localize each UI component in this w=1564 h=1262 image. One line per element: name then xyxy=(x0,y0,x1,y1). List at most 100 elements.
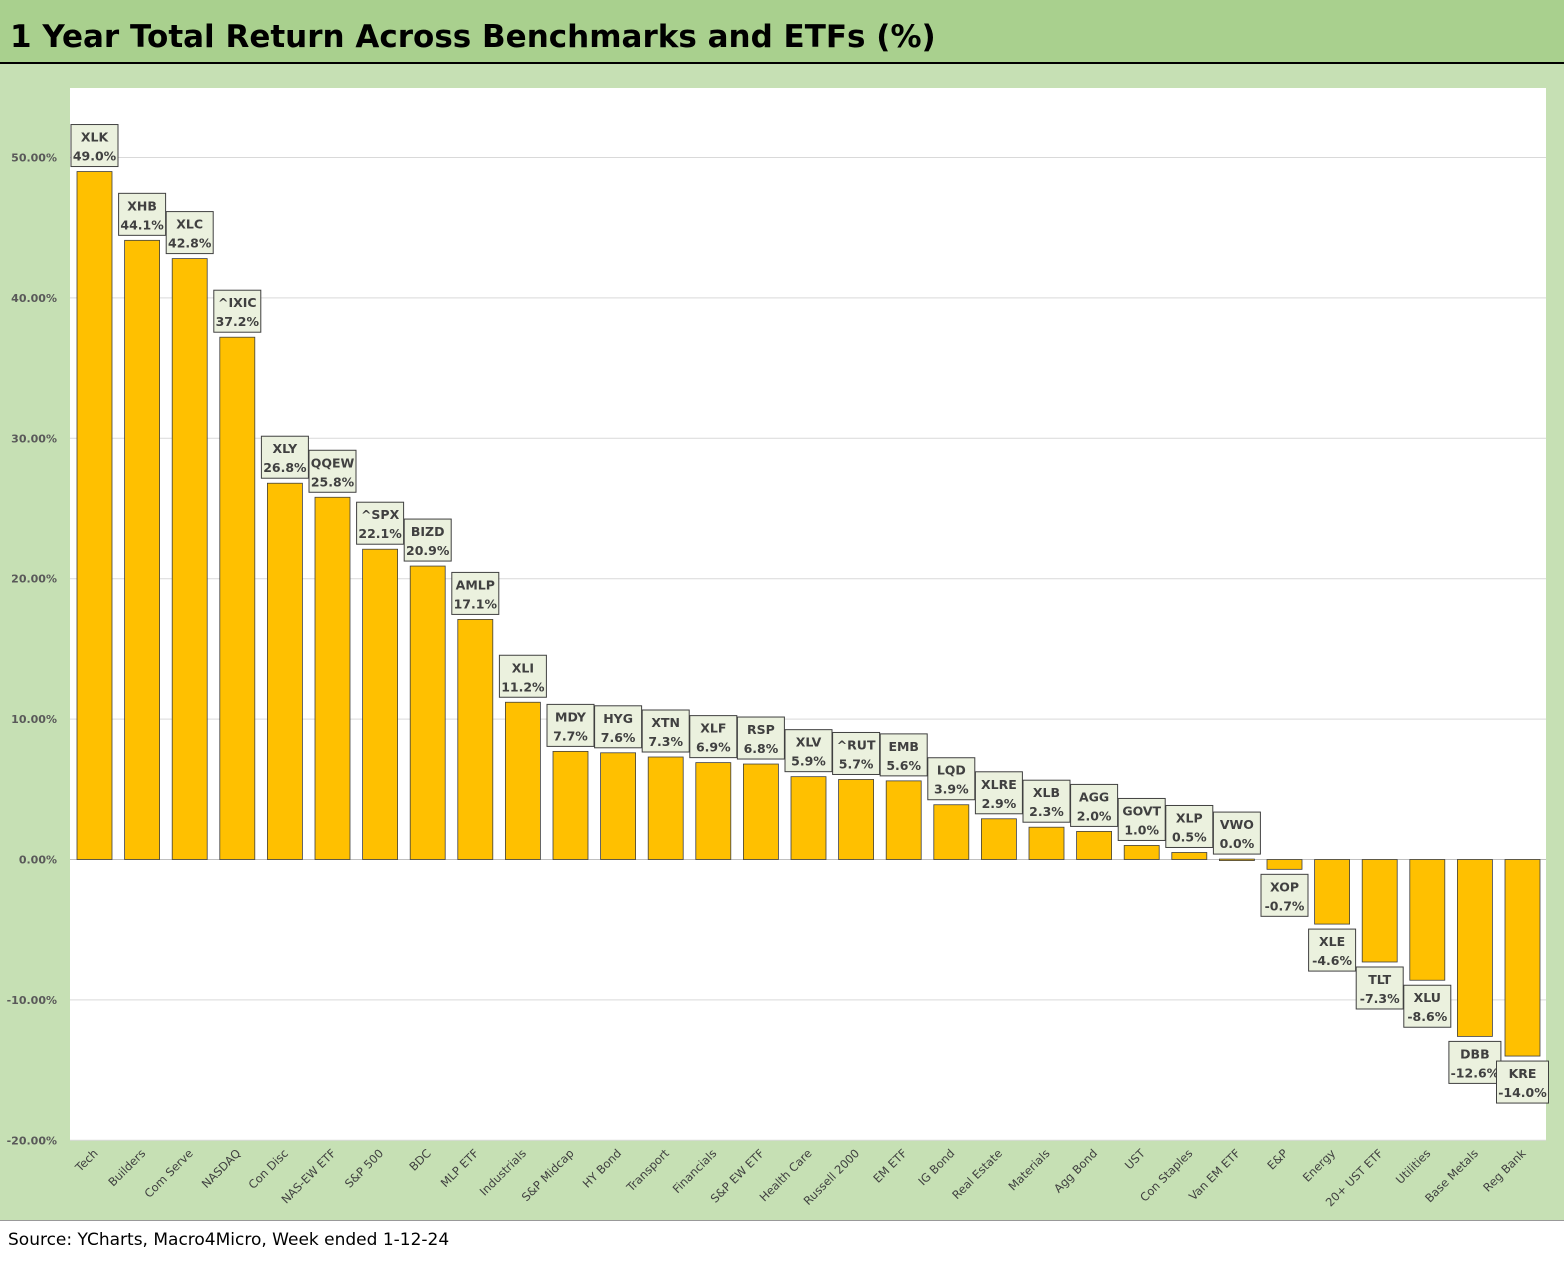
ticker-label: ^RUT xyxy=(837,737,876,752)
data-label-box xyxy=(974,771,1023,815)
ticker-label: XLU xyxy=(1414,990,1441,1005)
bar-XLRE xyxy=(981,818,1017,860)
data-label-XLF: XLF 6.9% xyxy=(689,715,738,759)
ticker-label: XLE xyxy=(1319,934,1345,949)
bar-KRE xyxy=(1504,859,1541,1057)
bar-XOP xyxy=(1266,859,1303,870)
bar-chart: 50.00% 40.00% 30.00% 20.00% 10.00% 0.00% -10.0… xyxy=(7,88,1549,1209)
category-label: Financials xyxy=(670,1146,720,1196)
data-label-VWO: VWO 0.0% xyxy=(1212,811,1261,855)
category-label: MLP ETF xyxy=(438,1146,482,1190)
bar-XLB xyxy=(1028,826,1065,860)
data-label-EMB: EMB 5.6% xyxy=(879,733,928,777)
y-tick-label: 0.00% xyxy=(19,854,57,867)
source-bar: Source: YCharts, Macro4Micro, Week ended… xyxy=(0,1220,1564,1262)
source-note: Source: YCharts, Macro4Micro, Week ended… xyxy=(8,1230,450,1250)
bar-XLC xyxy=(171,258,208,860)
data-label-box xyxy=(118,192,167,236)
ticker-label: GOVT xyxy=(1122,803,1161,818)
value-label: 44.1% xyxy=(120,217,164,232)
ticker-label: RSP xyxy=(747,722,775,737)
value-label: -4.6% xyxy=(1312,953,1352,968)
data-label-box xyxy=(641,709,690,753)
value-label: 7.7% xyxy=(553,728,588,743)
category-label: EM ETF xyxy=(870,1146,909,1185)
data-label-box xyxy=(1496,1060,1549,1104)
data-label-AGG: AGG 2.0% xyxy=(1070,783,1119,827)
ticker-label: XLB xyxy=(1033,785,1060,800)
ticker-label: KRE xyxy=(1509,1066,1537,1081)
data-label-XLY: XLY 26.8% xyxy=(260,435,309,479)
category-label: UST xyxy=(1122,1146,1149,1173)
bar-TLT xyxy=(1361,859,1398,963)
bar-XLV xyxy=(790,776,827,860)
ticker-label: MDY xyxy=(555,709,587,724)
data-label-XLV: XLV 5.9% xyxy=(784,729,833,773)
bar-RSP xyxy=(743,763,779,860)
data-label-RSP: RSP 6.8% xyxy=(736,716,785,760)
data-label-box xyxy=(451,571,500,615)
data-label-XLK: XLK 49.0% xyxy=(70,124,119,168)
chart-title: 1 Year Total Return Across Benchmarks an… xyxy=(10,19,936,55)
bar-XLY xyxy=(266,482,303,860)
value-label: 7.6% xyxy=(601,730,636,745)
data-label-XLB: XLB 2.3% xyxy=(1022,779,1071,823)
value-label: 1.0% xyxy=(1124,822,1159,837)
bar-DBB xyxy=(1457,859,1493,1037)
ticker-label: HYG xyxy=(603,711,633,726)
data-label-box xyxy=(1212,811,1261,855)
data-label-box xyxy=(1165,804,1214,848)
category-label: Energy xyxy=(1300,1146,1339,1185)
data-label-^IXIC: ^IXIC 37.2% xyxy=(213,289,262,333)
category-label: Utilities xyxy=(1393,1146,1434,1187)
bar-^SPX xyxy=(362,548,399,860)
data-label-XHB: XHB 44.1% xyxy=(118,192,167,236)
bar-LQD xyxy=(933,804,970,860)
bar-XLP xyxy=(1171,852,1208,860)
category-label: Tech xyxy=(72,1146,101,1175)
bar-MDY xyxy=(552,750,589,860)
data-label-MDY: MDY 7.7% xyxy=(546,703,595,747)
bar-XLF xyxy=(695,762,732,860)
ticker-label: ^SPX xyxy=(361,507,400,522)
data-label-DBB: DBB -12.6% xyxy=(1448,1040,1502,1084)
data-label-box xyxy=(165,211,214,255)
value-label: 3.9% xyxy=(934,782,969,797)
y-tick-label: 10.00% xyxy=(11,713,57,726)
bar-^IXIC xyxy=(219,336,256,860)
bar-VWO xyxy=(1219,858,1255,861)
title-bar: 1 Year Total Return Across Benchmarks an… xyxy=(0,0,1564,64)
bar-AMLP xyxy=(457,619,494,860)
data-label-box xyxy=(1355,966,1404,1010)
data-label-LQD: LQD 3.9% xyxy=(927,757,976,801)
bar-GOVT xyxy=(1123,845,1160,860)
ticker-label: BIZD xyxy=(411,524,445,539)
value-label: -14.0% xyxy=(1498,1085,1547,1100)
category-label: Reg Bank xyxy=(1480,1146,1529,1195)
data-label-box xyxy=(546,703,595,747)
value-label: 17.1% xyxy=(454,596,498,611)
category-label: S&P 500 xyxy=(342,1146,386,1190)
data-label-AMLP: AMLP 17.1% xyxy=(451,571,500,615)
y-tick-label: 30.00% xyxy=(11,432,57,445)
ticker-label: XLC xyxy=(176,217,203,232)
y-tick-label: -20.00% xyxy=(7,1134,57,1147)
data-label-KRE: KRE -14.0% xyxy=(1496,1060,1549,1104)
value-label: 5.6% xyxy=(886,758,921,773)
data-label-XLE: XLE -4.6% xyxy=(1308,928,1357,972)
data-label-box xyxy=(832,731,881,775)
data-label-^SPX: ^SPX 22.1% xyxy=(356,501,405,545)
data-label-XTN: XTN 7.3% xyxy=(641,709,690,753)
data-label-box xyxy=(594,705,643,749)
y-tick-label: 40.00% xyxy=(11,292,57,305)
data-label-TLT: TLT -7.3% xyxy=(1355,966,1404,1010)
data-label-XLRE: XLRE 2.9% xyxy=(974,771,1023,815)
data-label-box xyxy=(260,435,309,479)
data-label-GOVT: GOVT 1.0% xyxy=(1117,797,1166,841)
data-label-box xyxy=(1117,797,1166,841)
bar-XTN xyxy=(647,756,684,860)
data-label-box xyxy=(736,716,785,760)
data-label-box xyxy=(1070,783,1119,827)
data-label-QQEW: QQEW 25.8% xyxy=(308,449,357,493)
value-label: 37.2% xyxy=(216,314,260,329)
